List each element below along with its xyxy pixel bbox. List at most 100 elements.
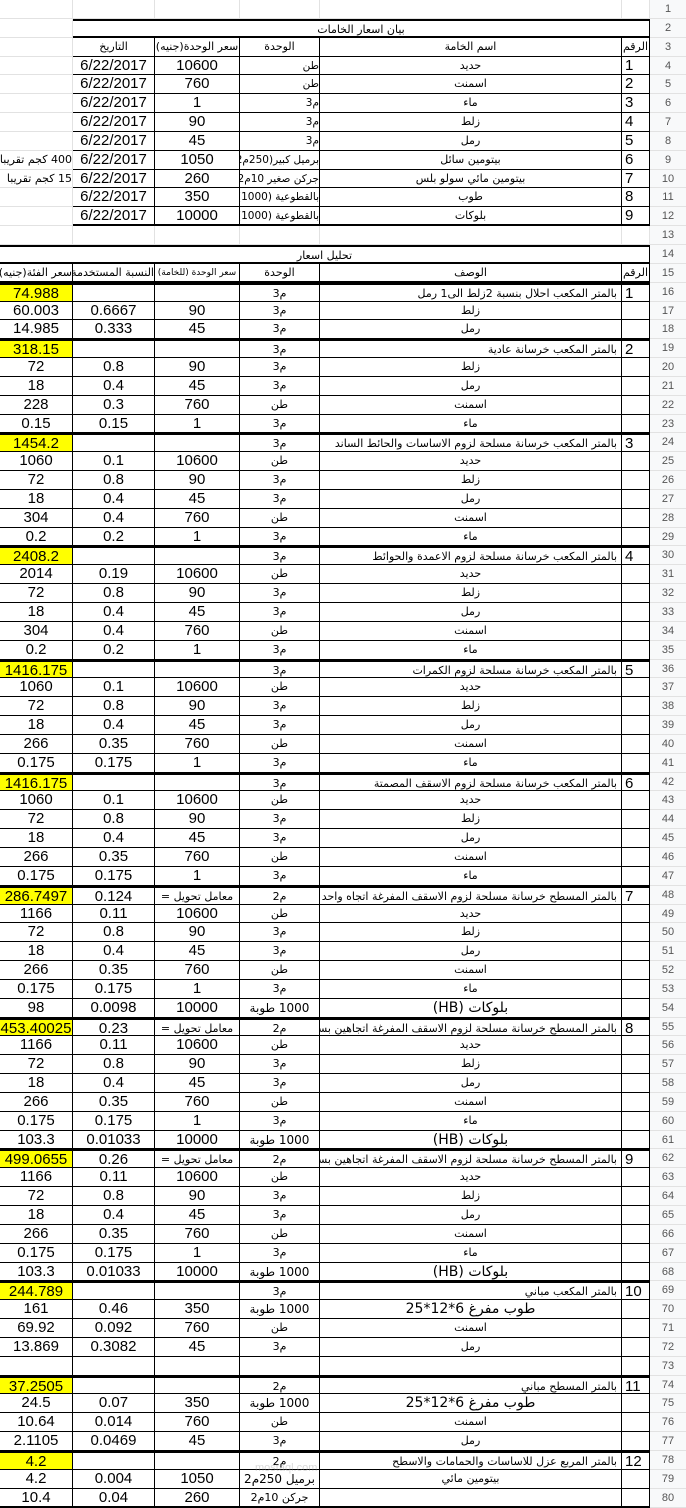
- description-cell[interactable]: زلط: [320, 1055, 622, 1075]
- description-cell[interactable]: ماء: [320, 1111, 622, 1131]
- number-cell[interactable]: [622, 961, 650, 980]
- description-cell[interactable]: بلوكات (HB): [320, 1130, 622, 1150]
- row-header[interactable]: 55: [650, 1017, 686, 1037]
- unit-price-cell[interactable]: 90: [155, 697, 240, 717]
- unit-price-cell[interactable]: 260: [155, 1488, 240, 1508]
- unit-cell[interactable]: م3: [240, 546, 320, 566]
- group-price-cell[interactable]: 0.175: [0, 1111, 73, 1131]
- group-price-cell[interactable]: 1166: [0, 1036, 73, 1056]
- number-cell[interactable]: [622, 1356, 650, 1376]
- unit-cell[interactable]: م3: [240, 113, 320, 132]
- description-cell[interactable]: [320, 1488, 622, 1508]
- group-price-cell[interactable]: 18: [0, 829, 73, 848]
- number-cell[interactable]: 6: [622, 150, 650, 170]
- group-price-cell[interactable]: 266: [0, 734, 73, 754]
- number-cell[interactable]: [622, 1243, 650, 1263]
- note-cell[interactable]: [0, 131, 73, 151]
- column-header[interactable]: النسبة المستخدمة: [73, 263, 155, 283]
- unit-price-cell[interactable]: 350: [155, 1300, 240, 1320]
- unit-price-cell[interactable]: 45: [155, 376, 240, 396]
- group-price-cell[interactable]: 18: [0, 376, 73, 396]
- description-cell[interactable]: اسمنت: [320, 847, 622, 867]
- unit-cell[interactable]: م3: [240, 489, 320, 509]
- group-price-cell[interactable]: 18: [0, 603, 73, 622]
- number-cell[interactable]: [622, 734, 650, 754]
- row-header[interactable]: 2: [650, 18, 686, 38]
- number-cell[interactable]: 4: [622, 546, 650, 566]
- row-header[interactable]: 32: [650, 584, 686, 603]
- group-price-cell[interactable]: 72: [0, 1187, 73, 1206]
- row-header[interactable]: 15: [650, 263, 686, 283]
- row-header[interactable]: 4: [650, 56, 686, 76]
- ratio-cell[interactable]: 0.004: [73, 1469, 155, 1489]
- ratio-cell[interactable]: 0.175: [73, 1243, 155, 1263]
- row-header[interactable]: 75: [650, 1394, 686, 1414]
- unit-price-cell[interactable]: 1: [155, 640, 240, 660]
- number-cell[interactable]: [622, 979, 650, 999]
- unit-cell[interactable]: م3: [240, 772, 320, 792]
- date-cell[interactable]: 6/22/2017: [73, 150, 155, 170]
- unit-price-cell[interactable]: 760: [155, 1224, 240, 1244]
- unit-cell[interactable]: م3: [240, 1187, 320, 1206]
- number-cell[interactable]: [622, 904, 650, 924]
- unit-cell[interactable]: 1000 طوبة: [240, 1262, 320, 1282]
- description-cell[interactable]: رمل: [320, 1432, 622, 1451]
- row-header[interactable]: 38: [650, 697, 686, 717]
- unit-cell[interactable]: م3: [240, 527, 320, 547]
- number-cell[interactable]: [622, 678, 650, 698]
- row-header[interactable]: 44: [650, 810, 686, 830]
- ratio-cell[interactable]: 0.8: [73, 1187, 155, 1206]
- name-cell[interactable]: بيتومين سائل: [320, 150, 622, 170]
- group-price-cell[interactable]: 304: [0, 508, 73, 528]
- group-price-cell[interactable]: 4.2: [0, 1469, 73, 1489]
- description-cell[interactable]: ماء: [320, 527, 622, 547]
- row-header[interactable]: 41: [650, 753, 686, 773]
- unit-cell[interactable]: م3: [240, 1243, 320, 1263]
- cell[interactable]: [622, 226, 650, 245]
- unit-cell[interactable]: طن: [240, 1092, 320, 1112]
- row-header[interactable]: 50: [650, 923, 686, 943]
- unit-price-cell[interactable]: 1: [155, 753, 240, 773]
- group-price-cell[interactable]: 2408.2: [0, 546, 73, 566]
- group-price-cell[interactable]: 13.869: [0, 1337, 73, 1357]
- unit-cell[interactable]: طن: [240, 904, 320, 924]
- number-cell[interactable]: [622, 471, 650, 490]
- number-cell[interactable]: [622, 1055, 650, 1075]
- materials-title[interactable]: بيان اسعار الخامات: [73, 18, 650, 38]
- unit-cell[interactable]: 1000 طوبة: [240, 998, 320, 1018]
- number-cell[interactable]: 5: [622, 659, 650, 679]
- note-cell[interactable]: [0, 56, 73, 76]
- number-cell[interactable]: 3: [622, 433, 650, 453]
- name-cell[interactable]: زلط: [320, 113, 622, 132]
- row-header[interactable]: 23: [650, 414, 686, 434]
- number-cell[interactable]: 2: [622, 75, 650, 95]
- group-price-cell[interactable]: 266: [0, 847, 73, 867]
- unit-price-cell[interactable]: 10600: [155, 1036, 240, 1056]
- unit-cell[interactable]: طن: [240, 452, 320, 472]
- number-cell[interactable]: [622, 301, 650, 321]
- ratio-cell[interactable]: 0.3082: [73, 1337, 155, 1357]
- name-cell[interactable]: اسمنت: [320, 75, 622, 95]
- ratio-cell[interactable]: [73, 1356, 155, 1376]
- ratio-cell[interactable]: 0.2: [73, 527, 155, 547]
- unit-price-cell[interactable]: معامل تحويل =: [155, 1017, 240, 1037]
- unit-cell[interactable]: م3: [240, 603, 320, 622]
- row-header[interactable]: 14: [650, 244, 686, 264]
- group-price-cell[interactable]: 266: [0, 1092, 73, 1112]
- analysis-title[interactable]: تحليل اسعار: [0, 244, 650, 264]
- number-cell[interactable]: [622, 829, 650, 848]
- group-price-cell[interactable]: 1416.175: [0, 659, 73, 679]
- row-header[interactable]: 31: [650, 565, 686, 585]
- group-price-cell[interactable]: 318.15: [0, 339, 73, 359]
- description-cell[interactable]: زلط: [320, 471, 622, 490]
- group-price-cell[interactable]: 2014: [0, 565, 73, 585]
- cell[interactable]: [0, 0, 73, 19]
- number-cell[interactable]: 10: [622, 1281, 650, 1301]
- description-cell[interactable]: زلط: [320, 584, 622, 603]
- row-header[interactable]: 49: [650, 904, 686, 924]
- row-header[interactable]: 78: [650, 1450, 686, 1470]
- group-price-cell[interactable]: 69.92: [0, 1319, 73, 1338]
- column-header[interactable]: الرقم: [622, 263, 650, 283]
- date-cell[interactable]: 6/22/2017: [73, 207, 155, 227]
- cell[interactable]: [320, 0, 622, 19]
